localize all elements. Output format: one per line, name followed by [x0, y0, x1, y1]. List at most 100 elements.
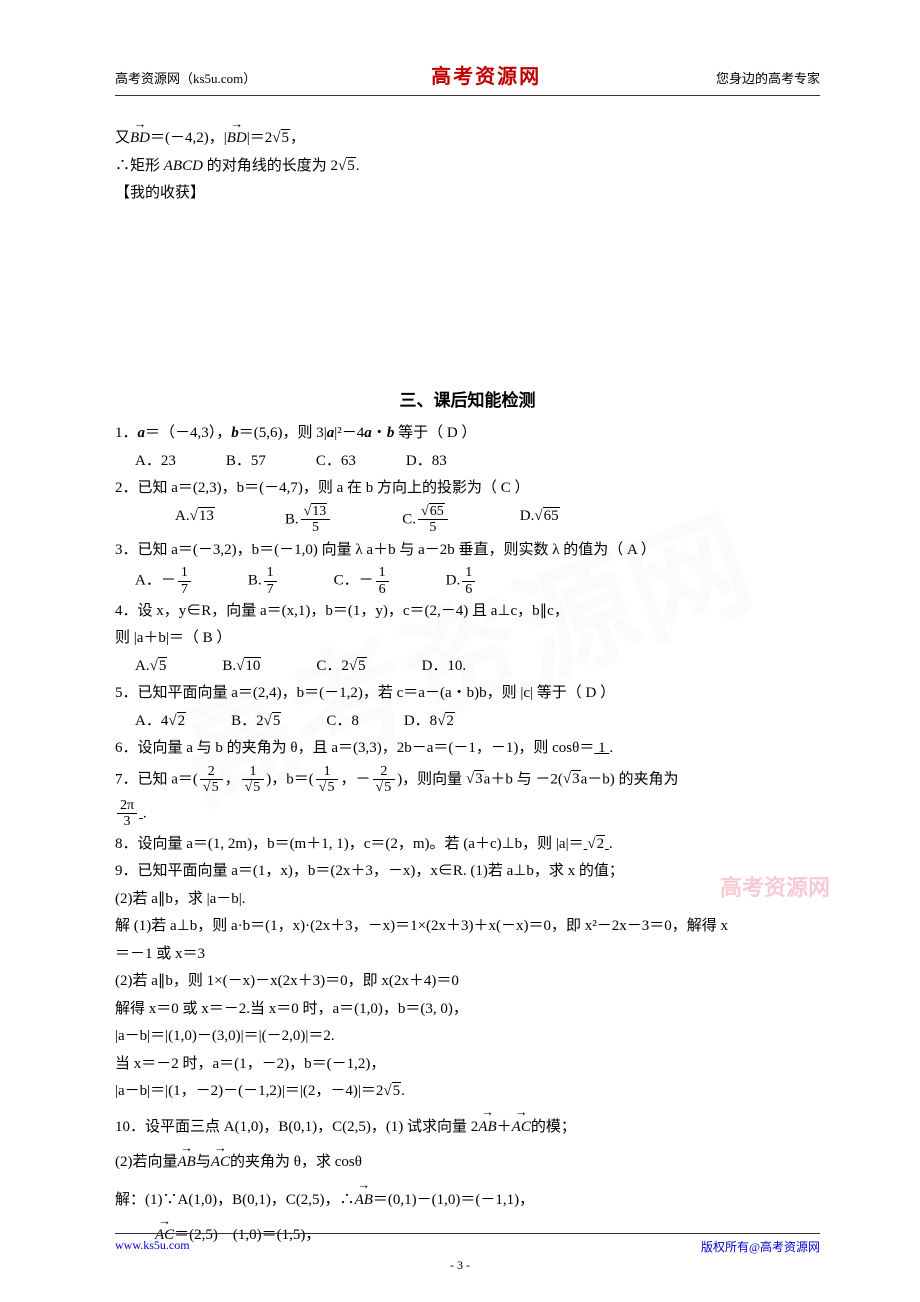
frac: 17: [264, 565, 277, 597]
vb: AC: [211, 1154, 230, 1170]
num: 13: [301, 504, 331, 520]
q7: 7．已知 a＝(25，15)，b＝(15，－25)，则向量 3a＋b 与 －2(…: [115, 764, 820, 796]
lbl: B.: [222, 658, 236, 674]
sb: 5: [252, 779, 261, 795]
sb: 13: [311, 503, 327, 519]
den: 6: [462, 582, 475, 597]
q10-l1: 10．设平面三点 A(1,0)，B(0,1)，C(2,5)，(1) 试求向量 2…: [115, 1115, 820, 1141]
q1-optA: A．23: [135, 449, 176, 475]
n: 2: [200, 764, 223, 780]
t: 的夹角为 θ，求 cosθ: [230, 1154, 362, 1170]
q5-optC: C．8: [326, 709, 359, 735]
sq: 2: [587, 832, 605, 858]
sq: 5: [376, 780, 393, 795]
d: 5: [316, 780, 339, 795]
q5-options: A．42 B．25 C．8 D．82: [135, 709, 820, 735]
text: ，: [290, 130, 305, 146]
num: 65: [418, 504, 448, 520]
t: )，b＝(: [266, 771, 314, 787]
header-right: 您身边的高考专家: [716, 68, 820, 87]
sq: 5: [383, 1079, 401, 1105]
q4-optC: C．25: [316, 654, 366, 680]
vector-BD-2: BD: [227, 126, 247, 152]
sq: 3: [466, 767, 484, 793]
text: |＝2: [247, 130, 273, 146]
q6: 6．设向量 a 与 b 的夹角为 θ，且 a＝(3,3)，2b－a＝(－1，－1…: [115, 736, 820, 762]
sb: 3: [474, 770, 484, 787]
t: 解：(1)∵A(1,0)，B(0,1)，C(2,5)，∴: [115, 1192, 355, 1208]
sqrt-body: 5: [281, 129, 291, 146]
text: .: [356, 158, 360, 174]
t: 等于（ D ）: [394, 425, 476, 441]
frac: 17: [178, 565, 191, 597]
sb: 10: [244, 657, 261, 674]
sqrt: 5: [150, 654, 168, 680]
t: ＝(0,1)－(1,0)＝(－1,1)，: [373, 1192, 534, 1208]
d: 3: [117, 814, 137, 829]
t: b: [231, 425, 239, 441]
sb: 65: [543, 507, 560, 524]
q4-optD: D．10.: [422, 654, 467, 680]
sb: 5: [326, 779, 335, 795]
q9-sol2: (2)若 a∥b，则 1×(－x)－x(2x＋3)＝0，即 x(2x＋4)＝0: [115, 969, 820, 995]
q10-sol1: 解：(1)∵A(1,0)，B(0,1)，C(2,5)，∴AB＝(0,1)－(1,…: [115, 1188, 820, 1214]
f1: 25: [200, 764, 223, 796]
t: )，则向量: [397, 771, 466, 787]
n: 2: [373, 764, 396, 780]
lbl: B.: [285, 511, 299, 527]
f3: 15: [316, 764, 339, 796]
den: 7: [264, 582, 277, 597]
t: ，: [225, 771, 240, 787]
sb: 65: [429, 503, 445, 519]
q2-optC: C.655: [402, 504, 449, 536]
sb: 5: [158, 657, 168, 674]
text: ＝(－4,2)，|: [150, 130, 227, 146]
q9-sol4: |a－b|＝|(1,0)－(3,0)|＝|(－2,0)|＝2.: [115, 1024, 820, 1050]
q3-optB: B.17: [248, 565, 279, 597]
t: .: [143, 805, 147, 821]
q9-sol6: |a－b|＝|(1，－2)－(－1,2)|＝|(2，－4)|＝25.: [115, 1079, 820, 1105]
blank: 1: [594, 740, 609, 756]
q9-sol1b: ＝－1 或 x＝3: [115, 942, 820, 968]
q9-sol5: 当 x＝－2 时，a＝(1，－2)，b＝(－1,2)，: [115, 1052, 820, 1078]
t: |a－b|＝|(1，－2)－(－1,2)|＝|(2，－4)|＝2: [115, 1083, 383, 1099]
vb: AB: [178, 1154, 196, 1170]
q3-optA: A．－17: [135, 565, 193, 597]
text: 又: [115, 130, 130, 146]
page-number: - 3 -: [0, 1258, 920, 1273]
sqrt-5b: 5: [338, 154, 356, 180]
q1-stem: 1．a＝（－4,3），b＝(5,6)，则 3|a|²－4a・b 等于（ D ）: [115, 421, 820, 447]
t: ＝（－4,3），: [145, 425, 231, 441]
t: 8．设向量 a＝(1, 2m)，b＝(m＋1, 1)，c＝(2，m)。若 (a＋…: [115, 836, 584, 852]
sqrt-5: 5: [272, 126, 290, 152]
lbl: A．4: [135, 713, 168, 729]
t: 6．设向量 a 与 b 的夹角为 θ，且 a＝(3,3)，2b－a＝(－1，－1…: [115, 740, 594, 756]
q2-optD: D. 65: [520, 504, 560, 536]
lbl: D.: [520, 508, 535, 524]
abcd: ABCD: [164, 158, 203, 174]
t: 10．设平面三点 A(1,0)，B(0,1)，C(2,5)，(1) 试求向量 2: [115, 1119, 478, 1135]
q1-optD: D．83: [406, 449, 447, 475]
q5-optB: B．25: [231, 709, 281, 735]
vec-body: BD: [130, 130, 150, 146]
frac: 16: [376, 565, 389, 597]
n: 2π: [117, 798, 137, 814]
vec-AB3: AB: [355, 1188, 373, 1214]
lbl: D．8: [404, 713, 437, 729]
q4-l2: 则 |a＋b|＝（ B ）: [115, 626, 820, 652]
q2-stem: 2．已知 a＝(2,3)，b＝(－4,7)，则 a 在 b 方向上的投影为（ C…: [115, 476, 820, 502]
t: ，－: [340, 771, 370, 787]
sq: 5: [245, 780, 262, 795]
q3-options: A．－17 B.17 C．－16 D.16: [135, 565, 820, 597]
q10-l2: (2)若向量AB与AC的夹角为 θ，求 cosθ: [115, 1150, 820, 1176]
vb: AC: [512, 1119, 531, 1135]
page-container: 高考资源网（ks5u.com） 高考资源网 您身边的高考专家 又BD＝(－4,2…: [0, 0, 920, 1291]
t: a－b) 的夹角为: [581, 771, 679, 787]
q5-optD: D．82: [404, 709, 455, 735]
t: ＝(5,6)，则 3|: [239, 425, 327, 441]
den: 6: [376, 582, 389, 597]
d: 5: [373, 780, 396, 795]
vb: AB: [478, 1119, 496, 1135]
sqrt: 65: [534, 504, 559, 530]
n: 1: [316, 764, 339, 780]
